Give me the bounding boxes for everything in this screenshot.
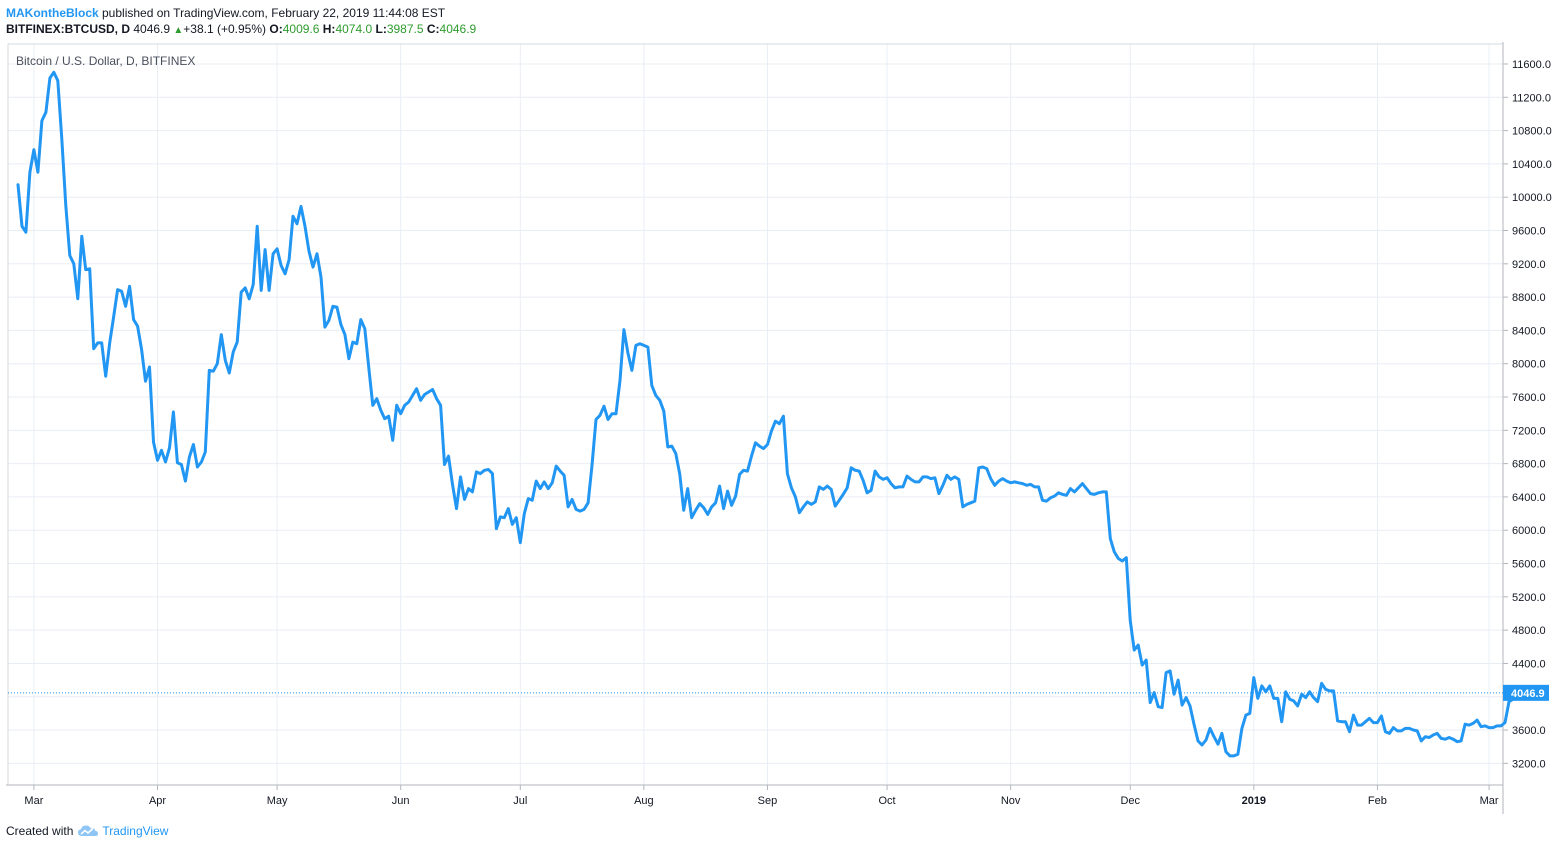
y-tick-label: 6000.0 <box>1512 525 1546 537</box>
open-value: 4009.6 <box>282 22 320 36</box>
close-value: 4046.9 <box>439 22 477 36</box>
chart-title: Bitcoin / U.S. Dollar, D, BITFINEX <box>16 54 195 68</box>
y-tick-label: 9200.0 <box>1512 259 1546 271</box>
last-price-badge <box>1503 684 1549 701</box>
y-tick-label: 5200.0 <box>1512 592 1546 604</box>
y-tick-label: 3600.0 <box>1512 725 1546 737</box>
low-label: L: <box>375 22 387 36</box>
y-tick-label: 4400.0 <box>1512 658 1546 670</box>
y-tick-label: 11600.0 <box>1512 59 1551 71</box>
created-with-text: Created with <box>6 824 74 838</box>
y-tick-label: 6800.0 <box>1512 459 1546 471</box>
close-label: C: <box>426 22 440 36</box>
tradingview-cloud-icon <box>78 825 99 836</box>
price-chart[interactable]: 3200.0 3600.0 4400.0 4800.0 5200.0 5600.0 6000… <box>6 42 1554 814</box>
y-tick-label: 8800.0 <box>1512 292 1546 304</box>
y-tick-label: 7200.0 <box>1512 425 1546 437</box>
publish-line: MAKontheBlock published on TradingView.c… <box>6 5 476 21</box>
y-tick-label: 3200.0 <box>1512 758 1546 770</box>
y-tick-label: 9600.0 <box>1512 225 1546 237</box>
chart-header: MAKontheBlock published on TradingView.c… <box>6 5 476 39</box>
y-tick-label: 4800.0 <box>1512 625 1546 637</box>
y-tick-label: 10000.0 <box>1512 192 1552 204</box>
tradingview-brand: TradingView <box>102 824 169 838</box>
x-tick-label: May <box>267 795 288 807</box>
price-change: +38.1 (+0.95%) <box>183 22 267 36</box>
x-tick-label: Mar <box>1480 795 1499 807</box>
high-value: 4074.0 <box>335 22 373 36</box>
x-tick-label: Sep <box>758 795 778 807</box>
x-tick-label: Nov <box>1001 795 1021 807</box>
published-text: published on TradingView.com, February 2… <box>98 6 446 20</box>
plot-frame <box>7 43 1504 786</box>
y-tick-label: 8400.0 <box>1512 325 1546 337</box>
author-name[interactable]: MAKontheBlock <box>6 6 99 20</box>
symbol-label: BITFINEX:BTCUSD, D <box>6 22 130 36</box>
y-tick-label: 11200.0 <box>1512 92 1551 104</box>
y-tick-label: 10400.0 <box>1512 159 1552 171</box>
up-triangle-icon: ▲ <box>173 25 184 36</box>
x-tick-label: 2019 <box>1242 795 1266 807</box>
high-label: H: <box>322 22 336 36</box>
open-label: O: <box>269 22 283 36</box>
x-tick-label: Feb <box>1368 795 1387 807</box>
low-value: 3987.5 <box>386 22 424 36</box>
x-tick-label: Jul <box>513 795 527 807</box>
price-line <box>16 70 1527 758</box>
x-tick-label: Mar <box>24 795 43 807</box>
y-tick-label: 6400.0 <box>1512 492 1546 504</box>
last-price-badge-label: 4046.9 <box>1511 688 1545 700</box>
footer: Created with TradingView <box>6 823 168 839</box>
y-tick-label: 7600.0 <box>1512 392 1546 404</box>
y-tick-label: 5600.0 <box>1512 559 1546 571</box>
y-tick-label: 10800.0 <box>1512 126 1552 138</box>
last-price: 4046.9 <box>133 22 171 36</box>
x-tick-label: Oct <box>878 795 895 807</box>
y-tick-label: 8000.0 <box>1512 359 1546 371</box>
x-tick-label: Aug <box>634 795 654 807</box>
tradingview-logo[interactable]: TradingView <box>77 823 168 839</box>
x-tick-label: Apr <box>149 795 166 807</box>
x-tick-label: Dec <box>1120 795 1140 807</box>
ohlc-line: BITFINEX:BTCUSD, D 4046.9 ▲+38.1 (+0.95%… <box>6 21 476 39</box>
x-tick-label: Jun <box>392 795 410 807</box>
chart-area[interactable]: 3200.0 3600.0 4400.0 4800.0 5200.0 5600.0 6000… <box>6 42 1554 814</box>
